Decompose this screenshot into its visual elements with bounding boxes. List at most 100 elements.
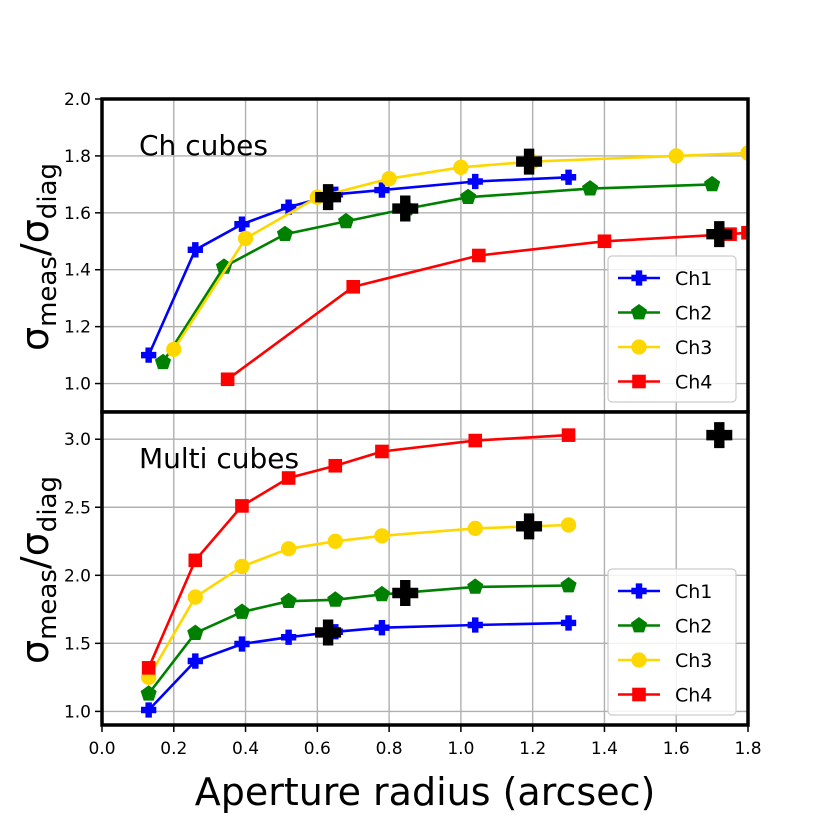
y-tick-label: 2.0 xyxy=(64,90,91,110)
data-point-ch3 xyxy=(187,589,203,605)
legend-label: Ch4 xyxy=(675,372,712,394)
y-tick-label: 1.0 xyxy=(64,702,91,722)
legend-label: Ch3 xyxy=(675,650,712,672)
y-tick-label: 1.0 xyxy=(64,375,91,395)
x-tick-label: 0.6 xyxy=(304,739,331,759)
y-label-sub-diag: diag xyxy=(33,476,63,532)
data-point-ch2 xyxy=(704,175,721,192)
fwhm-marker xyxy=(706,422,733,449)
data-point-ch4 xyxy=(188,553,203,568)
chart-panel-2: 1.0 1.5 2.0 2.5 3.0 0.0 0.2 0.4 0.6 0.8 1.0 1.2 1.4 1… xyxy=(64,410,762,759)
data-point-ch3 xyxy=(280,541,297,557)
fwhm-marker xyxy=(392,195,419,222)
data-point-ch2 xyxy=(560,577,577,593)
y-tick-label: 1.8 xyxy=(64,147,91,167)
data-point-ch3 xyxy=(560,517,577,533)
data-point-ch3 xyxy=(166,341,182,358)
series-line-ch2 xyxy=(147,584,569,695)
legend: Ch1 Ch2 Ch3 Ch4 xyxy=(607,255,737,403)
fwhm-marker xyxy=(315,619,342,646)
legend-marker xyxy=(631,339,647,355)
chart-panel-1: 1.0 1.2 1.4 1.6 1.8 2.0 Ch cubes Ch1 Ch2 Ch3 Ch4 xyxy=(64,90,750,419)
legend-marker xyxy=(630,617,648,633)
data-point-ch1 xyxy=(560,615,577,631)
data-point-ch1 xyxy=(141,347,157,363)
series-group xyxy=(140,422,733,718)
fwhm-marker xyxy=(392,579,419,606)
data-point-ch4 xyxy=(141,661,156,675)
data-point-ch1 xyxy=(187,242,203,258)
data-point-ch3 xyxy=(374,528,390,544)
y-tick-label: 1.2 xyxy=(64,318,91,338)
data-point-ch1 xyxy=(467,617,483,633)
data-point-ch1 xyxy=(560,169,577,185)
data-point-ch4 xyxy=(597,234,612,249)
y-label-slash-sigma: /σ xyxy=(13,532,57,569)
data-point-ch2 xyxy=(215,258,233,274)
legend: Ch1 Ch2 Ch3 Ch4 xyxy=(607,568,737,716)
y-label-sigma: σ xyxy=(13,327,57,351)
y-label-slash-sigma: /σ xyxy=(13,219,57,256)
data-point-ch3 xyxy=(467,520,483,537)
data-point-ch4 xyxy=(741,225,748,240)
axes-frame xyxy=(100,410,750,727)
legend-label: Ch3 xyxy=(675,337,712,359)
data-point-ch1 xyxy=(374,620,390,636)
legend-marker xyxy=(632,687,646,702)
y-tick-label: 3.0 xyxy=(64,430,91,450)
data-point-ch1 xyxy=(141,702,157,718)
y-tick-label: 1.6 xyxy=(64,204,91,224)
legend-label: Ch1 xyxy=(675,581,712,603)
y-tick-label: 2.0 xyxy=(64,566,91,586)
legend-label: Ch4 xyxy=(675,685,712,707)
data-point-ch2 xyxy=(582,180,599,196)
legend-marker xyxy=(631,652,647,668)
data-point-ch1 xyxy=(234,216,250,232)
x-tick-label: 1.6 xyxy=(663,739,690,759)
y-label-sub-diag: diag xyxy=(33,163,63,219)
series-line-ch3 xyxy=(172,151,748,351)
data-point-ch1 xyxy=(280,199,297,215)
legend-marker xyxy=(632,374,646,389)
data-point-ch1 xyxy=(374,182,390,198)
y-tick-label: 1.5 xyxy=(64,634,91,654)
data-point-ch2 xyxy=(467,578,484,594)
x-tick-label: 0.0 xyxy=(88,739,115,759)
data-point-ch4 xyxy=(281,471,296,485)
x-tick-label: 1.2 xyxy=(519,739,546,759)
data-point-ch4 xyxy=(375,444,389,459)
x-tick-label: 0.2 xyxy=(160,739,187,759)
panels: 1.01.21.41.61.82.0Ch cubesCh1Ch2Ch3Ch41.… xyxy=(64,90,762,759)
y-label-sub-meas: meas xyxy=(33,569,63,640)
fwhm-marker xyxy=(516,513,543,540)
y-axis-label-bottom: σmeas/σdiag xyxy=(13,476,63,664)
series-line-ch4 xyxy=(147,433,569,669)
y-tick-label: 2.5 xyxy=(64,498,91,518)
data-point-ch1 xyxy=(234,636,250,652)
data-point-ch3 xyxy=(453,159,469,175)
data-point-ch2 xyxy=(338,212,355,229)
series-line-ch1 xyxy=(147,621,569,711)
y-tick-label: 1.4 xyxy=(64,261,91,281)
data-point-ch2 xyxy=(233,603,251,619)
data-point-ch4 xyxy=(346,280,361,294)
data-point-ch2 xyxy=(187,624,204,640)
data-point-ch1 xyxy=(280,629,297,645)
data-point-ch4 xyxy=(468,433,483,448)
x-tick-label: 0.4 xyxy=(232,739,259,759)
fwhm-marker xyxy=(706,221,733,248)
series-group xyxy=(141,145,748,387)
x-tick-label: 0.8 xyxy=(376,739,403,759)
data-point-ch3 xyxy=(381,171,397,187)
legend-label: Ch1 xyxy=(675,268,712,290)
series-line-ch3 xyxy=(147,523,569,679)
data-point-ch4 xyxy=(328,458,343,473)
x-axis-label: Aperture radius (arcsec) xyxy=(195,770,656,814)
data-point-ch4 xyxy=(235,499,249,513)
legend-marker xyxy=(631,583,647,599)
legend-box xyxy=(607,255,737,403)
legend-box xyxy=(607,568,737,716)
fwhm-marker xyxy=(516,148,543,175)
y-label-sigma: σ xyxy=(13,640,57,664)
data-point-ch2 xyxy=(154,353,172,370)
